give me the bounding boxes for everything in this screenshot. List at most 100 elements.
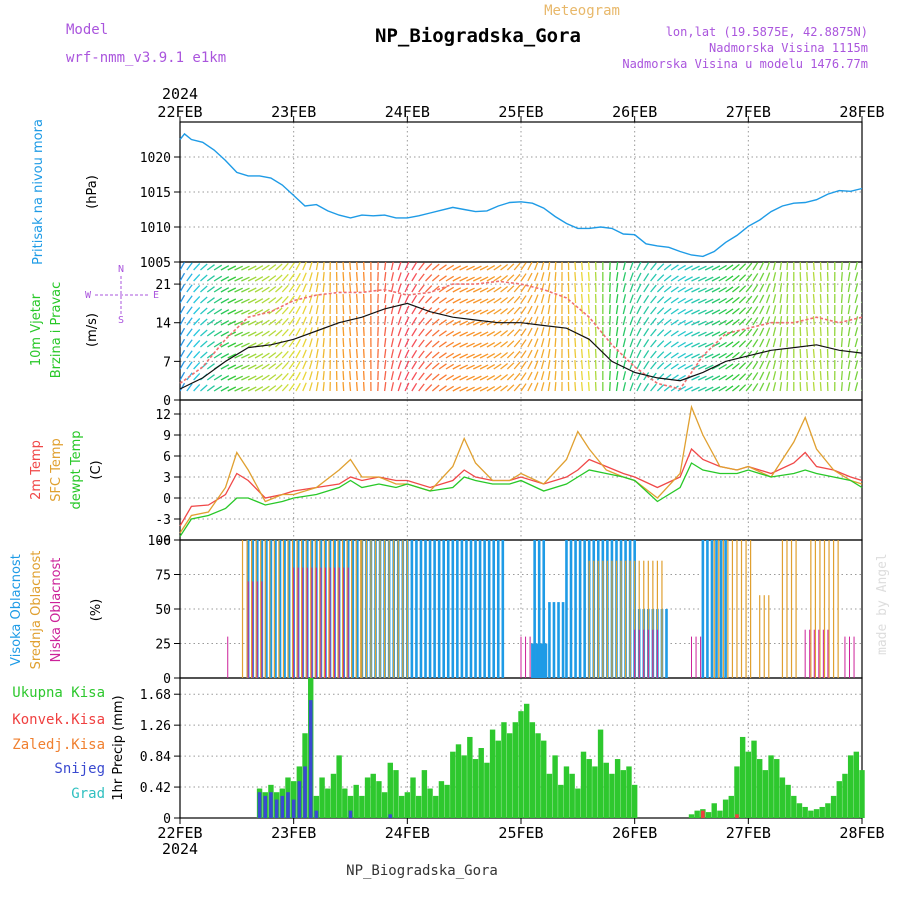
bar-low-cloud: [320, 567, 322, 678]
wind-barb: [438, 308, 447, 315]
wind-barb: [438, 275, 447, 282]
wind-barb: [847, 262, 851, 271]
wind-barb: [362, 293, 365, 304]
wind-barb: [677, 385, 686, 392]
wind-barb: [587, 326, 590, 337]
bar-high-cloud: [544, 643, 548, 678]
bar-precip-total: [819, 806, 825, 818]
wind-barb: [322, 304, 325, 315]
wind-barb: [677, 319, 686, 326]
wind-barb: [745, 350, 753, 359]
wind-barb: [691, 265, 700, 271]
bar-low-cloud: [652, 629, 654, 678]
wind-barb: [254, 386, 264, 392]
wind-barb: [466, 309, 475, 315]
bar-high-cloud: [287, 540, 291, 678]
wind-barb: [677, 264, 686, 271]
wind-barb: [486, 264, 496, 271]
wind-barb: [670, 363, 679, 370]
wind-barb: [315, 327, 319, 337]
wind-barb: [704, 320, 714, 326]
wind-barb: [479, 331, 489, 337]
wind-barb: [656, 329, 665, 337]
wind-barb: [479, 298, 489, 304]
bar-mid-cloud: [588, 560, 590, 678]
bar-mid-cloud: [597, 560, 599, 678]
wind-barb: [383, 326, 387, 337]
model-label: Model: [66, 22, 108, 38]
wind-barb: [738, 318, 747, 326]
bar-high-cloud: [578, 540, 582, 678]
wind-barb: [819, 326, 822, 337]
wind-barb: [288, 328, 295, 337]
wind-barb: [580, 315, 584, 326]
bar-precip-total: [421, 770, 428, 818]
wind-barb: [438, 286, 447, 293]
wind-barb: [765, 262, 771, 271]
wind-barb: [772, 382, 777, 392]
wind-barb: [241, 276, 250, 282]
wind-barb: [636, 327, 642, 337]
wind-barb: [711, 276, 721, 282]
bar-precip-total: [347, 795, 354, 818]
wind-barb: [513, 350, 521, 359]
wind-barb: [431, 362, 440, 370]
wind-barb: [479, 353, 489, 359]
wind-barb: [241, 342, 250, 348]
bar-precip-total: [563, 766, 570, 818]
bar-low-cloud: [306, 567, 308, 678]
bar-high-cloud: [535, 643, 539, 678]
wind-barb: [254, 265, 264, 271]
wind-barb: [527, 294, 533, 304]
wind-barb: [506, 373, 515, 381]
wind-barb: [711, 320, 721, 326]
wind-barb: [349, 326, 352, 337]
bar-high-cloud: [531, 643, 534, 678]
wind-barb: [390, 327, 395, 337]
wind-barb: [547, 294, 551, 304]
page-subtitle: Meteogram: [544, 3, 620, 19]
wind-barb: [459, 287, 468, 293]
wind-barb: [765, 327, 771, 337]
wind-barb: [854, 272, 859, 282]
wind-barb: [466, 320, 475, 326]
wind-barb: [322, 271, 325, 282]
bar-mid-cloud: [652, 560, 654, 678]
wind-barb: [704, 364, 714, 370]
wind-barb: [812, 381, 815, 392]
wind-barb: [186, 339, 193, 348]
bar-low-cloud: [818, 629, 820, 678]
wind-barb: [718, 363, 727, 370]
wind-barb: [302, 316, 307, 326]
wind-barb: [425, 329, 433, 337]
wind-barb: [725, 352, 734, 359]
wind-barb: [254, 353, 264, 359]
wind-barb: [691, 386, 700, 392]
y-tick-label: 1020: [140, 151, 171, 166]
wind-barb: [261, 264, 270, 271]
bar-precip-total: [717, 810, 723, 818]
wind-barb: [670, 352, 679, 359]
bar-precip-snow: [297, 781, 302, 818]
wind-barb: [302, 338, 307, 348]
bar-precip-total: [336, 755, 342, 818]
wind-barb: [765, 338, 771, 348]
wind-barb: [193, 295, 201, 304]
wind-barb: [241, 287, 250, 293]
wind-barb: [206, 385, 215, 392]
wind-barb: [629, 316, 634, 326]
panel-2: -6 -3 0 3 6 9 12: [155, 399, 863, 549]
bar-high-cloud: [565, 540, 568, 678]
bar-high-cloud: [492, 540, 496, 678]
wind-barb: [445, 297, 455, 304]
wind-barb: [854, 316, 859, 326]
model-elevation-text: Nadmorska Visina u modelu 1476.77m: [622, 57, 868, 71]
wind-barb: [629, 272, 634, 282]
wind-barb: [206, 363, 215, 370]
wind-barb: [355, 337, 358, 348]
wind-barb: [493, 297, 502, 304]
wind-barb: [534, 382, 539, 392]
wind-barb: [186, 383, 193, 392]
wind-barb: [500, 384, 509, 392]
y-tick-label: 0.42: [140, 781, 171, 796]
